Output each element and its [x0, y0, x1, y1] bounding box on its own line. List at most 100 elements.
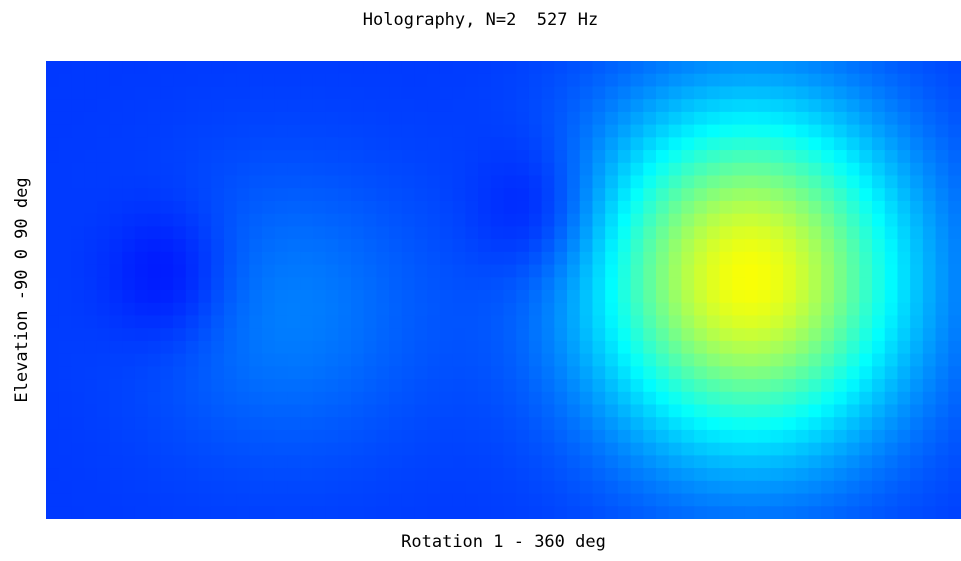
heatmap-cell	[516, 480, 530, 495]
heatmap-cell	[910, 213, 924, 227]
heatmap-cell	[274, 162, 289, 177]
heatmap-cell	[338, 493, 352, 507]
heatmap-cell	[554, 353, 568, 367]
heatmap-cell	[605, 290, 619, 304]
heatmap-cell	[643, 340, 657, 355]
heatmap-cell	[109, 429, 123, 444]
heatmap-cell	[922, 124, 937, 138]
heatmap-cell	[490, 506, 505, 519]
heatmap-cell	[287, 404, 301, 418]
heatmap-cell	[630, 506, 644, 519]
heatmap-cell	[897, 480, 911, 495]
heatmap-cell	[554, 239, 568, 253]
heatmap-cell	[58, 429, 73, 444]
heatmap-cell	[617, 73, 632, 88]
heatmap-cell	[134, 99, 149, 113]
heatmap-cell	[821, 213, 835, 227]
heatmap-cell	[300, 239, 314, 253]
heatmap-cell	[795, 99, 810, 113]
heatmap-cell	[744, 290, 759, 304]
heatmap-cell	[872, 86, 886, 100]
heatmap-cell	[605, 61, 619, 75]
heatmap-cell	[617, 239, 632, 253]
heatmap-cell	[884, 302, 899, 317]
heatmap-cell	[630, 442, 644, 456]
heatmap-cell	[249, 379, 263, 393]
heatmap-cell	[821, 175, 835, 189]
heatmap-cell	[71, 353, 85, 367]
heatmap-cell	[554, 302, 568, 317]
heatmap-cell	[211, 480, 225, 495]
heatmap-cell	[897, 213, 911, 227]
heatmap-cell	[694, 290, 708, 304]
heatmap-cell	[656, 493, 670, 507]
heatmap-cell	[567, 61, 581, 75]
heatmap-cell	[592, 429, 606, 444]
heatmap-cell	[236, 99, 250, 113]
heatmap-cell	[821, 506, 835, 519]
heatmap-cell	[643, 455, 657, 469]
heatmap-cell	[185, 86, 200, 100]
heatmap-cell	[770, 137, 784, 151]
heatmap-cell	[147, 506, 161, 519]
heatmap-cell	[351, 188, 365, 202]
heatmap-cell	[351, 61, 365, 75]
heatmap-cell	[58, 188, 73, 202]
heatmap-cell	[109, 277, 123, 291]
heatmap-cell	[274, 493, 289, 507]
heatmap-cell	[643, 226, 657, 240]
heatmap-cell	[262, 226, 276, 240]
heatmap-cell	[338, 124, 352, 138]
heatmap-cell	[452, 391, 466, 406]
heatmap-cell	[262, 379, 276, 393]
heatmap-cell	[325, 73, 339, 88]
heatmap-cell	[528, 493, 543, 507]
heatmap-cell	[389, 61, 403, 75]
heatmap-cell	[223, 340, 238, 355]
heatmap-cell	[249, 404, 263, 418]
heatmap-cell	[287, 379, 301, 393]
heatmap-cell	[592, 404, 606, 418]
heatmap-cell	[630, 264, 644, 278]
heatmap-cell	[173, 391, 187, 406]
heatmap-cell	[503, 200, 517, 215]
heatmap-cell	[287, 99, 301, 113]
heatmap-cell	[567, 366, 581, 380]
heatmap-cell	[249, 150, 263, 164]
heatmap-cell	[910, 175, 924, 189]
heatmap-cell	[96, 137, 111, 151]
heatmap-cell	[325, 493, 339, 507]
heatmap-cell	[300, 455, 314, 469]
heatmap-cell	[795, 366, 810, 380]
heatmap-cell	[84, 417, 98, 431]
heatmap-cell	[389, 379, 403, 393]
heatmap-cell	[185, 328, 200, 342]
heatmap-cell	[262, 315, 276, 329]
heatmap-cell	[592, 442, 606, 456]
heatmap-cell	[211, 455, 225, 469]
heatmap-cell	[770, 404, 784, 418]
heatmap-cell	[846, 162, 860, 177]
heatmap-cell	[541, 340, 555, 355]
heatmap-cell	[910, 404, 924, 418]
heatmap-cell	[910, 429, 924, 444]
heatmap-cell	[579, 61, 594, 75]
heatmap-cell	[859, 417, 873, 431]
heatmap-cell	[783, 315, 797, 329]
heatmap-cell	[554, 124, 568, 138]
heatmap-cell	[109, 366, 123, 380]
heatmap-cell	[935, 404, 949, 418]
heatmap-cell	[109, 162, 123, 177]
heatmap-cell	[516, 417, 530, 431]
heatmap-cell	[605, 200, 619, 215]
heatmap-cell	[732, 404, 746, 418]
heatmap-cell	[617, 99, 632, 113]
heatmap-cell	[744, 493, 759, 507]
heatmap-cell	[274, 99, 289, 113]
heatmap-cell	[897, 61, 911, 75]
heatmap-cell	[427, 379, 441, 393]
heatmap-cell	[363, 213, 378, 227]
heatmap-cell	[681, 73, 695, 88]
heatmap-cell	[541, 302, 555, 317]
heatmap-cell	[185, 200, 200, 215]
